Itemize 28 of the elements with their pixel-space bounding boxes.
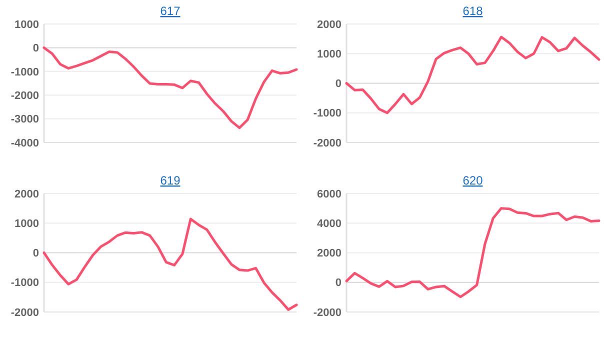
y-tick-label: 0 <box>32 248 39 260</box>
line-series <box>42 46 298 130</box>
y-tick-label: -2000 <box>10 90 39 102</box>
y-tick-label: 0 <box>335 277 342 290</box>
y-tick-label: -2000 <box>313 137 342 150</box>
y-tick-label: 6000 <box>317 188 342 200</box>
y-tick-label: 0 <box>32 42 39 55</box>
y-tick-label: -4000 <box>10 137 39 150</box>
y-tick-label: -1000 <box>10 277 39 290</box>
y-tick-label: 4000 <box>317 218 342 230</box>
y-tick-label: -2000 <box>313 306 342 319</box>
y-tick-label: -3000 <box>10 114 39 126</box>
y-tick-label: 2000 <box>14 188 39 200</box>
y-tick-label: -1000 <box>10 66 39 78</box>
y-tick-label: 1000 <box>317 48 342 60</box>
y-tick-label: 2000 <box>317 248 342 260</box>
chart-title: 618 <box>462 4 484 18</box>
y-tick-label: 1000 <box>14 218 39 230</box>
y-tick-label: 2000 <box>317 18 342 31</box>
y-tick-label: -1000 <box>313 108 342 120</box>
chart-title: 620 <box>462 174 484 188</box>
line-series <box>345 36 600 114</box>
chart-title: 617 <box>160 4 181 18</box>
y-tick-label: 0 <box>335 78 342 90</box>
chart-title: 619 <box>160 174 181 188</box>
line-series <box>345 207 600 298</box>
y-tick-label: 1000 <box>14 18 39 31</box>
y-tick-label: -2000 <box>10 306 39 319</box>
